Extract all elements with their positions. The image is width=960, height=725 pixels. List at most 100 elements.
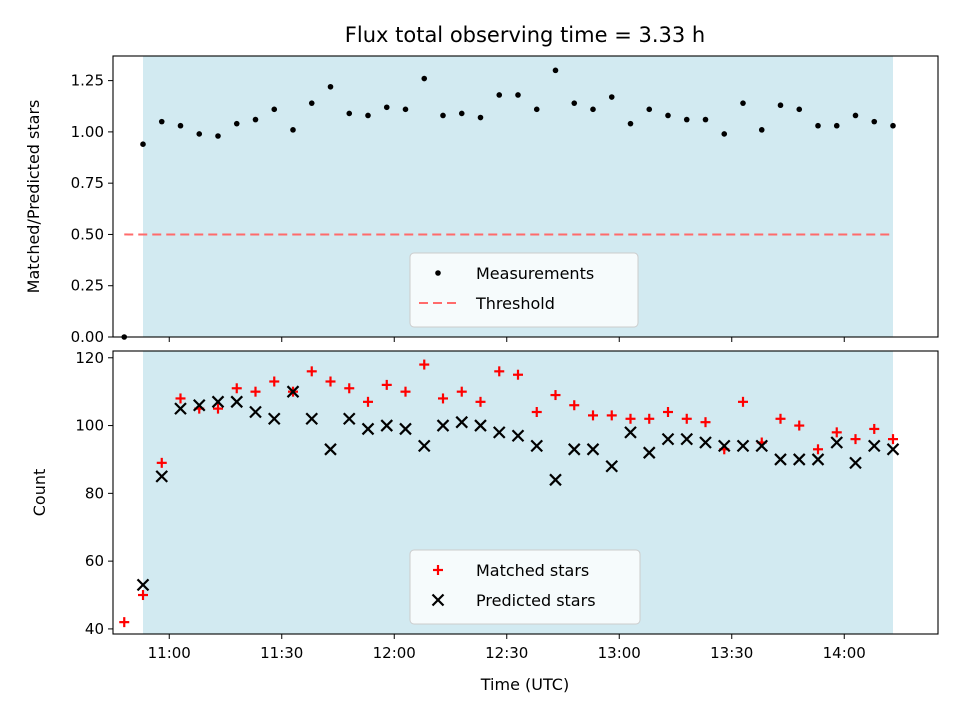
data-point <box>325 376 336 387</box>
legend-label: Measurements <box>476 264 594 283</box>
data-point <box>230 395 244 409</box>
data-point <box>496 92 503 98</box>
data-point <box>792 453 806 466</box>
data-point <box>606 410 617 421</box>
data-point <box>531 407 542 418</box>
data-point <box>740 100 746 106</box>
data-point <box>569 400 580 411</box>
legend-marker <box>431 593 445 607</box>
x-marker-b <box>417 439 431 453</box>
data-point <box>815 122 821 129</box>
data-point <box>511 429 525 443</box>
data-point <box>438 393 448 404</box>
x-marker-b <box>624 426 637 439</box>
data-point <box>571 100 578 106</box>
data-point <box>550 390 561 401</box>
y-tick-label: 0.00 <box>71 328 104 346</box>
x-marker-b <box>736 439 750 453</box>
data-point <box>346 110 353 117</box>
data-point <box>267 412 281 426</box>
data-point <box>421 75 428 82</box>
panel-counts: 40 60 80 100 120 11:00 11:30 12:00 12:30 13:00 13:… <box>30 349 939 662</box>
data-point <box>327 83 334 90</box>
data-point <box>381 379 392 390</box>
x-tick-label: 13:30 <box>710 644 753 662</box>
y-tick-label: 1.00 <box>71 123 104 141</box>
data-point <box>590 106 596 113</box>
data-point <box>663 407 673 418</box>
x-tick-label: 14:00 <box>823 644 866 662</box>
data-point <box>436 419 450 432</box>
data-point <box>888 434 898 445</box>
data-point <box>213 403 223 414</box>
data-point <box>383 104 390 111</box>
legend: Measurements Threshold <box>409 252 639 328</box>
data-point <box>477 114 484 121</box>
data-point <box>777 102 784 109</box>
data-point <box>269 376 280 387</box>
x-marker-b <box>399 422 412 436</box>
data-point <box>417 439 431 453</box>
x-tick-label: 12:30 <box>485 644 528 662</box>
legend-label: Predicted stars <box>476 591 596 610</box>
data-point <box>552 67 559 74</box>
chart-title: Flux total observing time = 3.33 h <box>345 23 705 47</box>
x-tick-label: 13:00 <box>598 644 641 662</box>
data-point <box>290 127 296 133</box>
data-point <box>286 385 300 398</box>
y-tick-label: 80 <box>85 484 104 502</box>
data-point <box>155 470 169 483</box>
data-point <box>419 359 430 370</box>
x-tick-label: 11:00 <box>148 644 191 662</box>
x-marker-b <box>642 446 656 459</box>
data-point <box>683 116 690 123</box>
x-marker-b <box>867 439 881 453</box>
data-point <box>775 413 786 424</box>
data-point <box>196 131 203 137</box>
data-point <box>794 420 805 431</box>
data-point <box>252 116 259 123</box>
data-point <box>605 459 619 473</box>
data-point <box>305 412 319 426</box>
data-point <box>774 453 787 466</box>
data-point <box>458 110 465 117</box>
data-point <box>365 112 371 119</box>
x-tick-label: 12:00 <box>373 644 416 662</box>
y-tick-label: 40 <box>85 620 104 638</box>
x-marker-b <box>530 439 544 453</box>
data-point <box>174 402 187 415</box>
data-point <box>402 106 409 113</box>
data-point <box>758 127 765 133</box>
data-point <box>867 439 881 453</box>
data-point <box>138 590 148 601</box>
y-tick-label: 120 <box>75 349 104 367</box>
data-point <box>475 396 486 407</box>
data-point <box>440 112 446 119</box>
x-marker-b <box>792 453 806 466</box>
y-tick-label: 60 <box>85 552 104 570</box>
x-marker-b <box>849 456 862 470</box>
data-point <box>721 131 728 137</box>
data-point <box>140 141 146 147</box>
series-measurements <box>121 67 896 340</box>
data-point <box>833 122 840 129</box>
x-marker-b <box>717 439 731 453</box>
data-point <box>625 413 636 424</box>
data-point <box>680 432 694 446</box>
x-marker-b <box>342 412 356 426</box>
x-marker-b <box>605 459 619 473</box>
legend-label: Threshold <box>475 294 555 313</box>
x-marker-b <box>492 426 506 439</box>
x-marker-b <box>567 443 581 456</box>
data-point <box>831 427 842 438</box>
data-point <box>646 106 653 113</box>
x-marker-b <box>511 429 525 443</box>
data-point <box>156 457 167 468</box>
data-point <box>342 412 356 426</box>
panel-ratio: 0.00 0.25 0.50 0.75 1.00 1.25 Matched/Predicte… <box>24 55 939 346</box>
x-marker-b <box>155 470 169 483</box>
data-point <box>850 434 861 445</box>
data-point <box>871 118 878 125</box>
